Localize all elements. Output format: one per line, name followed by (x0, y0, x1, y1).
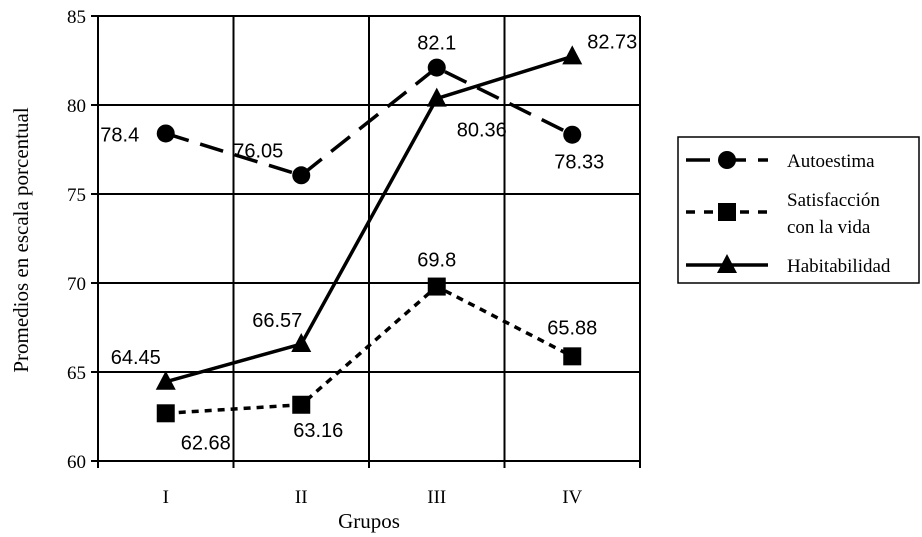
y-tick-label: 70 (67, 274, 86, 295)
series-marker-square (427, 277, 446, 296)
legend-label-autoestima: Autoestima (787, 151, 875, 172)
series-marker-triangle (562, 45, 583, 65)
y-tick-label: 65 (67, 363, 86, 384)
series-marker-square (156, 404, 175, 423)
x-tick-label: IV (562, 487, 582, 508)
legend-label-habitabilidad: Habitabilidad (787, 256, 891, 277)
y-tick-label: 60 (67, 452, 86, 473)
legend-label-satisfaccion-line1: Satisfacción (787, 190, 880, 211)
series-marker-triangle (426, 87, 447, 107)
series-line-square (165, 284, 574, 416)
legend-marker-square (718, 203, 736, 221)
data-labels: 78.4 76.05 82.1 78.33 62.68 63.16 69.8 65.88 64.… (100, 31, 637, 454)
data-label-square: 62.68 (181, 432, 231, 454)
x-axis-title: Grupos (338, 509, 400, 533)
series-group (155, 45, 583, 423)
series-marker-circle (563, 125, 582, 144)
y-tick-label: 75 (67, 185, 86, 206)
plot-grid (97, 15, 641, 462)
series-marker-circle (292, 166, 311, 185)
legend: Autoestima Satisfacción con la vida Habi… (677, 136, 920, 284)
series-line-triangle (165, 54, 573, 384)
series-marker-triangle (291, 333, 312, 353)
y-tick-label: 80 (67, 96, 86, 117)
series-marker-circle (427, 58, 446, 77)
data-label-square: 63.16 (293, 420, 343, 442)
data-label-circle: 78.4 (100, 124, 139, 146)
y-axis-title: Promedios en escala porcentual (9, 107, 33, 372)
data-label-triangle: 80.36 (457, 120, 507, 142)
data-label-square: 65.88 (547, 317, 597, 339)
legend-marker-triangle (717, 254, 737, 273)
data-label-square: 69.8 (417, 250, 456, 272)
data-label-circle: 82.1 (417, 33, 456, 55)
data-label-triangle: 66.57 (252, 310, 302, 332)
legend-marks (686, 151, 768, 273)
series-marker-square (292, 395, 311, 414)
data-label-triangle: 82.73 (587, 31, 637, 53)
series-marker-triangle (155, 370, 176, 390)
legend-marker-circle (718, 151, 736, 169)
y-tick-label: 85 (67, 7, 86, 28)
data-label-circle: 78.33 (554, 152, 604, 174)
x-tick-label: II (295, 487, 308, 508)
data-label-triangle: 64.45 (111, 347, 161, 369)
data-label-circle: 76.05 (233, 140, 283, 162)
legend-label-satisfaccion-line2: con la vida (787, 217, 871, 238)
x-tick-label: I (163, 487, 169, 508)
series-marker-circle (156, 124, 175, 143)
series-marker-square (563, 347, 582, 366)
series-line-circle (165, 65, 574, 178)
x-tick-label: III (427, 487, 446, 508)
